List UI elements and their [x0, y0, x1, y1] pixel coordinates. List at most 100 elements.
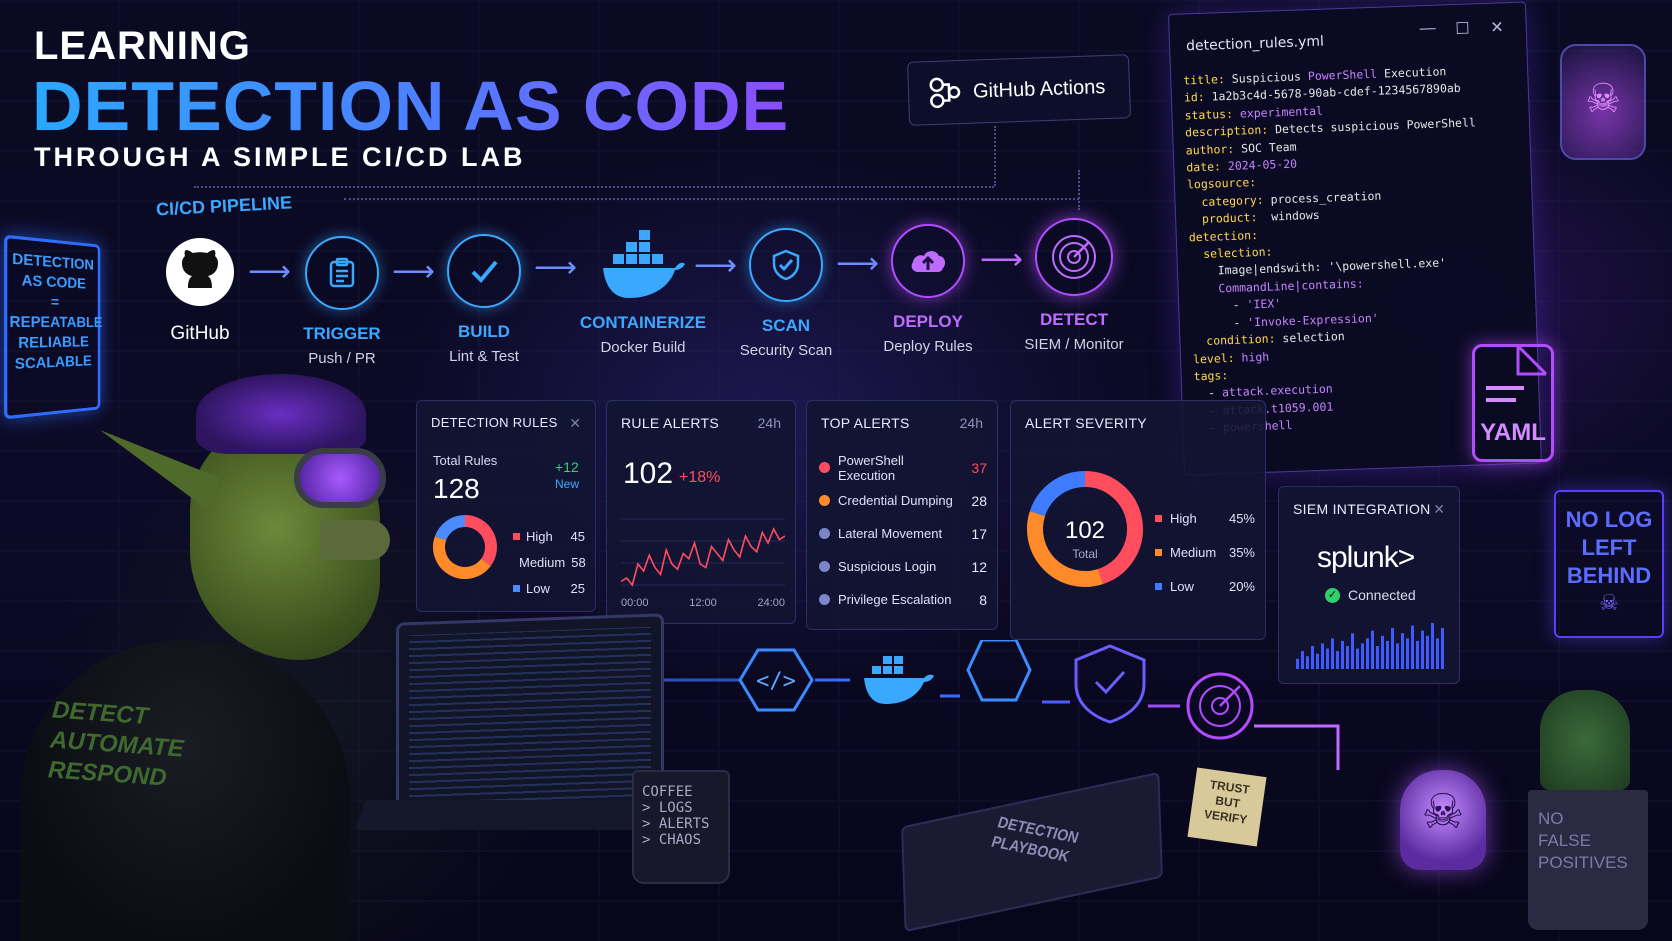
minimize-icon[interactable]: — — [1419, 19, 1436, 38]
activity-bar — [1316, 653, 1319, 669]
legend-item: High 45% — [1155, 501, 1255, 535]
stage-scan[interactable]: SCAN Security Scan — [716, 228, 856, 359]
activity-bar — [1361, 643, 1364, 669]
glowing-jar: ☠ — [1560, 44, 1646, 160]
alert-count: 8 — [979, 591, 987, 608]
panel-title: SIEM INTEGRATION — [1293, 501, 1431, 517]
alert-icon — [819, 462, 830, 473]
cactus — [1540, 690, 1630, 790]
activity-bar — [1436, 638, 1439, 669]
activity-bar — [1331, 638, 1334, 669]
alerts-line-chart — [621, 518, 785, 587]
alert-icon — [819, 561, 830, 572]
stage-name: DETECT — [1040, 310, 1108, 329]
maximize-icon[interactable]: ☐ — [1455, 20, 1471, 38]
right-sign-line: NO LOG — [1565, 507, 1653, 532]
activity-bar — [1431, 623, 1434, 669]
shield-icon — [749, 228, 823, 302]
list-item[interactable]: Lateral Movement 17 — [819, 517, 987, 550]
cloud-upload-icon — [891, 224, 965, 298]
plant-pot: NO FALSE POSITIVES — [1528, 790, 1648, 930]
arrow-icon: ⟶ — [980, 243, 1024, 276]
title-main: DETECTION AS CODE — [32, 67, 790, 145]
legend-item: Medium 35% — [1155, 535, 1255, 569]
top-alerts-panel[interactable]: TOP ALERTS 24h PowerShell Execution 37 Cre… — [806, 400, 998, 630]
siem-status: ✓ Connected — [1325, 587, 1416, 603]
connector-dots — [194, 186, 994, 188]
svg-text:</>: </> — [756, 669, 796, 694]
list-item[interactable]: Suspicious Login 12 — [819, 550, 987, 583]
right-sign-line: LEFT — [1581, 535, 1637, 560]
activity-bar — [1391, 628, 1394, 669]
left-neon-sign: DETECTION AS CODE = REPEATABLE RELIABLE SCALA… — [4, 234, 103, 420]
laptop[interactable] — [396, 613, 664, 825]
activity-bar — [1301, 651, 1304, 669]
activity-bar — [1336, 651, 1339, 669]
activity-bar — [1381, 635, 1384, 669]
goblin-hair — [196, 374, 366, 454]
legend-name: Low — [1170, 578, 1194, 594]
stage-sub: Docker Build — [600, 339, 686, 356]
donut-slice — [1027, 511, 1103, 587]
close-icon[interactable]: ✕ — [569, 415, 581, 431]
close-icon[interactable]: ✕ — [1433, 501, 1445, 517]
stage-trigger[interactable]: TRIGGER Push / PR — [272, 236, 412, 367]
activity-bar — [1306, 656, 1309, 669]
alerts-series-line — [621, 527, 785, 587]
donut-slice — [433, 536, 491, 579]
arrow-icon: ⟶ — [392, 255, 436, 288]
stage-name: DEPLOY — [893, 312, 963, 331]
alert-count: 28 — [971, 492, 987, 509]
rule-alerts-panel[interactable]: RULE ALERTS 24h 102 +18% 00:00 12:00 24:00 — [606, 400, 796, 624]
detection-rules-panel[interactable]: DETECTION RULES ✕ Total Rules 128 +12 Ne… — [416, 400, 596, 612]
stage-name: TRIGGER — [303, 324, 381, 343]
stage-sub: Security Scan — [739, 342, 833, 359]
right-sign-line: BEHIND — [1566, 563, 1652, 588]
left-sign-line: REPEATABLE — [9, 313, 103, 332]
list-item[interactable]: PowerShell Execution 37 — [819, 451, 987, 484]
stage-name: BUILD — [458, 322, 510, 341]
yaml-badge-label: YAML — [1480, 419, 1546, 446]
activity-bar — [1386, 640, 1389, 669]
github-label: GitHub — [170, 323, 230, 344]
file-icon — [1486, 344, 1548, 402]
github-actions-box[interactable]: GitHub Actions — [906, 54, 1132, 126]
left-sign-line: = — [50, 293, 60, 312]
stage-build[interactable]: BUILD Lint & Test — [414, 234, 554, 365]
stage-github[interactable]: GitHub — [130, 236, 270, 345]
legend-swatch — [513, 532, 520, 540]
check-circle-icon: ✓ — [1325, 587, 1340, 603]
activity-bar — [1421, 630, 1424, 669]
yaml-code[interactable]: title: Suspicious PowerShell Execution id… — [1183, 62, 1486, 437]
siem-integration-panel[interactable]: SIEM INTEGRATION ✕ splunk> ✓ Connected — [1278, 486, 1460, 684]
legend-swatch — [1155, 582, 1162, 590]
new-rules-delta: +12 — [555, 459, 579, 475]
list-item[interactable]: Privilege Escalation 8 — [819, 583, 987, 616]
legend-name: High — [526, 528, 553, 544]
list-item[interactable]: Credential Dumping 28 — [819, 484, 987, 517]
panel-title: ALERT SEVERITY — [1025, 415, 1147, 431]
stage-deploy[interactable]: DEPLOY Deploy Rules — [858, 224, 998, 355]
legend-swatch — [513, 584, 520, 592]
close-icon[interactable]: ✕ — [1489, 19, 1504, 37]
stage-detect[interactable]: DETECT SIEM / Monitor — [1004, 218, 1144, 353]
rules-donut-chart — [433, 515, 497, 579]
legend-name: High — [1170, 510, 1197, 526]
donut-slice — [464, 515, 497, 567]
docker-icon — [603, 230, 685, 298]
legend-value: 45% — [1228, 510, 1255, 526]
alert-icon — [819, 528, 830, 539]
stage-containerize[interactable]: CONTAINERIZE Docker Build — [568, 228, 718, 356]
legend-value: 58 — [571, 554, 586, 570]
activity-bar — [1356, 648, 1359, 669]
donut-slice — [1084, 471, 1143, 585]
legend-value: 25 — [570, 580, 585, 596]
alert-severity-panel[interactable]: ALERT SEVERITY 102 Total High 45% Medium 35… — [1010, 400, 1266, 640]
skull-icon: ☠ — [1599, 590, 1619, 615]
alert-name: PowerShell Execution — [838, 452, 904, 483]
x-tick-label: 12:00 — [689, 597, 717, 609]
bottom-neon-pipeline: </> — [650, 640, 1340, 770]
pot-text-line: NO — [1538, 809, 1564, 828]
activity-bar — [1396, 643, 1399, 669]
mug-text-line: > ALERTS — [642, 816, 710, 832]
